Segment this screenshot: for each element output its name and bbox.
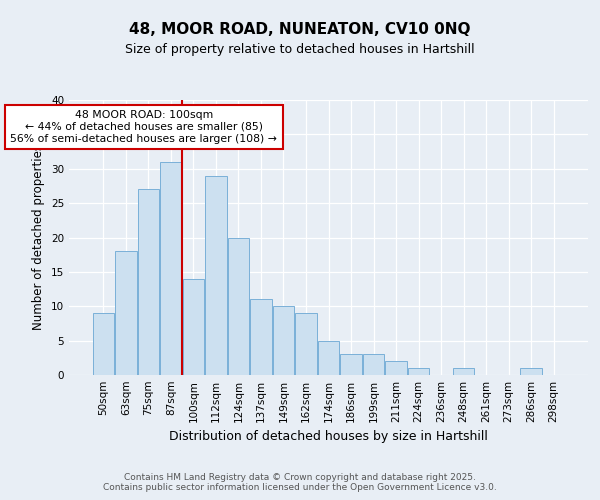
Bar xyxy=(115,251,137,375)
Bar xyxy=(228,238,249,375)
Bar xyxy=(340,354,362,375)
X-axis label: Distribution of detached houses by size in Hartshill: Distribution of detached houses by size … xyxy=(169,430,488,444)
Text: 48, MOOR ROAD, NUNEATON, CV10 0NQ: 48, MOOR ROAD, NUNEATON, CV10 0NQ xyxy=(129,22,471,38)
Bar xyxy=(295,313,317,375)
Bar xyxy=(160,162,182,375)
Bar xyxy=(137,190,159,375)
Bar xyxy=(408,368,429,375)
Bar xyxy=(182,279,204,375)
Bar xyxy=(92,313,114,375)
Text: Size of property relative to detached houses in Hartshill: Size of property relative to detached ho… xyxy=(125,42,475,56)
Text: Contains HM Land Registry data © Crown copyright and database right 2025.
Contai: Contains HM Land Registry data © Crown c… xyxy=(103,473,497,492)
Y-axis label: Number of detached properties: Number of detached properties xyxy=(32,144,46,330)
Bar xyxy=(273,306,294,375)
Bar xyxy=(520,368,542,375)
Bar xyxy=(250,300,272,375)
Bar xyxy=(453,368,475,375)
Bar xyxy=(205,176,227,375)
Bar xyxy=(385,361,407,375)
Bar xyxy=(318,340,339,375)
Bar xyxy=(363,354,384,375)
Text: 48 MOOR ROAD: 100sqm
← 44% of detached houses are smaller (85)
56% of semi-detac: 48 MOOR ROAD: 100sqm ← 44% of detached h… xyxy=(10,110,277,144)
